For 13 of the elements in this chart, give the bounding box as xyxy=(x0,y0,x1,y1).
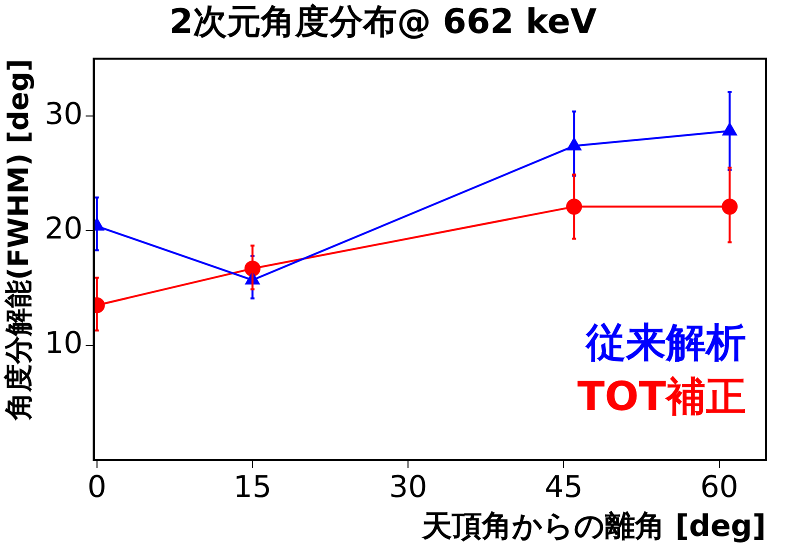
x-tick-label: 45 xyxy=(544,470,583,505)
y-tick-label: 20 xyxy=(44,212,83,247)
x-axis-title: 天頂角からの離角 [deg] xyxy=(420,508,766,544)
x-tick-label: 30 xyxy=(389,470,428,505)
x-tick-label: 60 xyxy=(700,470,738,505)
text: 従来解析 xyxy=(585,320,746,366)
y-tick-label: 30 xyxy=(44,96,83,132)
x-tick-label: 15 xyxy=(233,470,272,505)
text: TOT補正 xyxy=(577,374,746,420)
y-tick-label: 10 xyxy=(44,326,83,362)
y-axis-title: 角度分解能(FWHM) [deg] xyxy=(2,58,36,422)
chart-title: 2次元角度分布@ 662 keV xyxy=(169,2,598,42)
x-tick-label: 0 xyxy=(87,470,106,505)
